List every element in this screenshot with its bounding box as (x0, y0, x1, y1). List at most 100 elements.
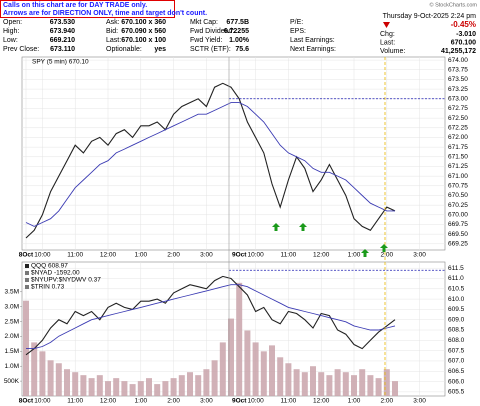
volume-bar (55, 363, 62, 396)
y-tick-label: 670.50 (448, 192, 468, 199)
volume-bar (137, 381, 144, 396)
x-tick-label: 12:00 (313, 252, 330, 259)
x-tick-label: 8Oct (19, 398, 34, 405)
header-value: 673.940 (50, 28, 75, 35)
x-tick-label: 12:00 (100, 398, 117, 405)
volume-bar (113, 378, 120, 396)
quote-date: Thursday 9-Oct-2025 2:24 pm (383, 13, 477, 20)
plot-area (21, 56, 446, 251)
y-tick-label: 610.0 (448, 296, 465, 303)
header-value: 673.530 (50, 19, 75, 26)
header-value: 673.110 (50, 46, 75, 53)
y2-tick-label: 3.5M (5, 288, 19, 295)
header-value: 6.72255 (224, 28, 249, 35)
x-tick-label: 11:00 (281, 252, 297, 259)
y-tick-label: 674.00 (448, 57, 468, 64)
header-label: Optionable: (106, 46, 142, 53)
legend-swatch (25, 278, 29, 282)
y-tick-label: 607.0 (448, 358, 465, 365)
y-tick-label: 605.5 (448, 389, 465, 396)
x-tick-label: 2:00 (380, 252, 393, 259)
x-tick-label: 3:00 (200, 252, 213, 259)
volume-bar (375, 378, 382, 396)
x-tick-label: 2:00 (380, 398, 393, 405)
volume-bar (47, 360, 54, 396)
y-tick-label: 606.5 (448, 368, 465, 375)
y-tick-label: 673.25 (448, 86, 468, 93)
volume-bar (105, 381, 111, 396)
moving-average (25, 82, 396, 239)
moving-average (26, 284, 396, 350)
volume-bar (154, 384, 161, 396)
y-tick-label: 669.50 (448, 231, 468, 238)
moving-average (25, 102, 395, 227)
volume-bar (351, 375, 357, 396)
y-tick-label: 608.5 (448, 327, 465, 334)
header-label: P/E: (290, 19, 303, 26)
quote-label: Chg: (380, 31, 395, 38)
up-arrow (272, 223, 280, 231)
y-tick-label: 670.00 (448, 212, 468, 219)
header-label: SCTR (ETF): (190, 46, 231, 53)
y2-tick-label: 1.0M (5, 363, 19, 370)
header-value: 670.100 x 360 (121, 19, 166, 26)
volume-bar (326, 375, 333, 396)
x-tick-label: 12:00 (313, 398, 330, 405)
down-triangle (383, 22, 390, 28)
x-tick-label: 2:00 (167, 252, 180, 259)
volume-bar (121, 381, 128, 396)
x-tick-label: 12:00 (100, 252, 117, 259)
quote-value: 670.100 (451, 39, 476, 46)
x-tick-label: 3:00 (413, 398, 426, 405)
volume-bar (203, 369, 210, 396)
volume-bar (219, 342, 226, 396)
header-value: 669.210 (50, 37, 75, 44)
header-label: High: (3, 28, 19, 35)
x-tick-label: 1:00 (134, 398, 147, 405)
volume-bar (31, 342, 38, 396)
volume-bar (301, 372, 308, 396)
volume-bar (129, 384, 136, 396)
volume-bar (334, 369, 341, 396)
x-tick-label: 3:00 (413, 252, 426, 259)
legend-entry: $NYUPV:$NYDWV 0.37 (31, 277, 101, 284)
note: Arrows are for DIRECTION ONLY, time and … (3, 10, 207, 17)
volume-bar (80, 375, 87, 396)
header-value: 670.100 x 100 (121, 37, 166, 44)
x-tick-label: 11:00 (67, 252, 83, 259)
header-label: EPS: (290, 28, 306, 35)
chart-panel: 674.00 673.75 673.50 673.25 673.00 672.75 672.… (19, 56, 468, 259)
charts: 674.00 673.75 673.50 673.25 673.00 672.75 672.… (4, 56, 468, 405)
header-value: yes (154, 46, 166, 53)
x-tick-label: 1:00 (348, 398, 361, 405)
volume-bar (244, 330, 251, 396)
quote-label: Last: (380, 39, 395, 46)
y-tick-label: 607.5 (448, 347, 465, 354)
up-arrow (299, 223, 307, 231)
header-label: Next Earnings: (290, 46, 336, 53)
change-pct: -0.45% (451, 20, 476, 29)
x-tick-label: 10:00 (247, 252, 264, 259)
volume-bar (252, 342, 259, 396)
volume-bar (236, 282, 243, 396)
header: Calls on this chart are for DAY TRADE on… (0, 0, 477, 29)
y-tick-label: 670.75 (448, 183, 468, 190)
y-tick-label: 672.75 (448, 105, 468, 112)
y2-tick-label: 2.5M (5, 318, 19, 325)
chart-title: SPY (5 min) 670.10 (32, 59, 89, 66)
y-tick-label: 610.5 (448, 286, 465, 293)
x-tick-label: 10:00 (247, 398, 264, 405)
annotations (228, 57, 388, 396)
volume-bar (260, 351, 267, 396)
y-tick-label: 671.25 (448, 163, 468, 170)
volume-bar (170, 378, 177, 396)
y-tick-label: 609.0 (448, 316, 465, 323)
header-value: 75.6 (235, 46, 249, 53)
volume-bar (39, 351, 46, 396)
price-line (25, 275, 396, 356)
y2-tick-label: 500K (4, 378, 20, 385)
volume-bar (293, 369, 300, 396)
y-tick-label: 670.25 (448, 202, 468, 209)
volume-bar (146, 378, 152, 396)
x-tick-label: 11:00 (67, 398, 83, 405)
